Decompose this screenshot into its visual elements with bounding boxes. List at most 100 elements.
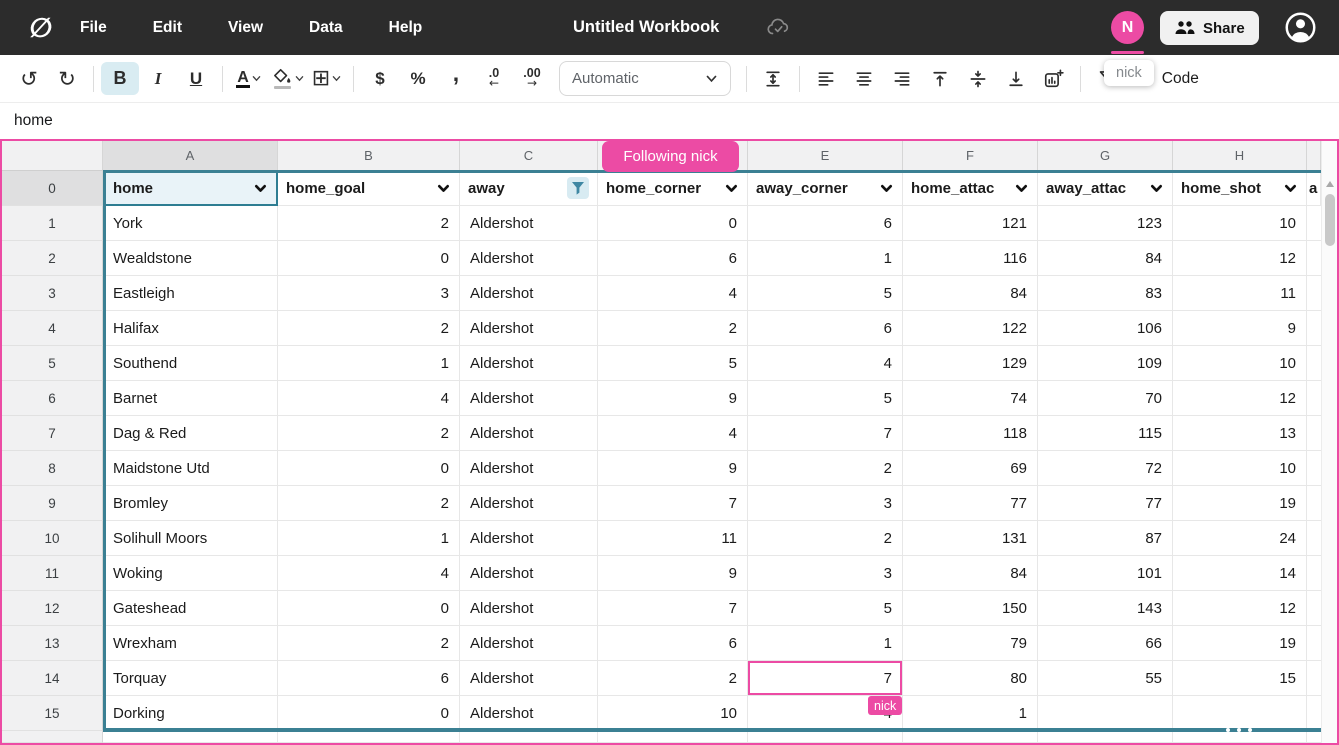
valign-middle-button[interactable] (959, 62, 997, 95)
cell[interactable]: 106 (1038, 311, 1173, 346)
cell[interactable]: 12 (1173, 241, 1307, 276)
cell[interactable]: 6 (278, 661, 460, 696)
column-header-G[interactable]: G (1038, 141, 1173, 171)
column-header-B[interactable]: B (278, 141, 460, 171)
cell[interactable] (460, 731, 598, 743)
row-header-10[interactable]: 10 (2, 521, 103, 556)
cell[interactable]: Aldershot (460, 241, 598, 276)
cell[interactable]: 5 (748, 381, 903, 416)
column-header-partial[interactable] (1307, 141, 1321, 171)
cell[interactable]: Wrexham (103, 626, 278, 661)
cell[interactable]: 72 (1038, 451, 1173, 486)
cell[interactable]: York (103, 206, 278, 241)
cell[interactable]: 77 (1038, 486, 1173, 521)
account-icon[interactable] (1284, 11, 1317, 44)
cell[interactable]: 116 (903, 241, 1038, 276)
italic-button[interactable]: I (154, 68, 162, 88)
row-header-3[interactable]: 3 (2, 276, 103, 311)
cell[interactable]: 1 (903, 696, 1038, 731)
cell[interactable]: 3 (278, 276, 460, 311)
cell[interactable]: 55 (1038, 661, 1173, 696)
header-cell-away_attac[interactable]: away_attac (1038, 171, 1173, 206)
cell[interactable]: Solihull Moors (103, 521, 278, 556)
cell[interactable]: 150 (903, 591, 1038, 626)
cell[interactable]: 79 (903, 626, 1038, 661)
cell[interactable]: Torquay (103, 661, 278, 696)
redo-button[interactable]: ↻ (58, 66, 76, 91)
cell[interactable]: Aldershot (460, 521, 598, 556)
cell[interactable]: 2 (598, 311, 748, 346)
cell[interactable]: 24 (1173, 521, 1307, 556)
cell[interactable]: 9 (598, 556, 748, 591)
row-header-13[interactable]: 13 (2, 626, 103, 661)
cell[interactable] (748, 731, 903, 743)
header-cell-home_shot[interactable]: home_shot (1173, 171, 1307, 206)
selected-cell[interactable]: 7 (748, 661, 903, 696)
cell[interactable]: Bromley (103, 486, 278, 521)
cell[interactable]: 13 (1173, 416, 1307, 451)
cell[interactable]: 109 (1038, 346, 1173, 381)
cell[interactable]: 66 (1038, 626, 1173, 661)
cell[interactable]: Aldershot (460, 486, 598, 521)
header-cell-away_corner[interactable]: away_corner (748, 171, 903, 206)
cell[interactable]: 11 (598, 521, 748, 556)
text-color-button[interactable]: A (230, 62, 268, 95)
cell[interactable]: Aldershot (460, 311, 598, 346)
cell[interactable]: 4 (748, 346, 903, 381)
row-header-partial[interactable] (2, 731, 103, 743)
cell[interactable]: 1 (278, 521, 460, 556)
percent-format-button[interactable]: % (410, 68, 426, 88)
header-cell-partial[interactable]: a (1307, 171, 1321, 206)
cell[interactable]: 9 (598, 451, 748, 486)
row-header-1[interactable]: 1 (2, 206, 103, 241)
menu-view[interactable]: View (227, 18, 264, 36)
row-header-15[interactable]: 15 (2, 696, 103, 731)
cell[interactable]: 2 (748, 451, 903, 486)
bold-button[interactable]: B (101, 62, 139, 95)
header-cell-home_corner[interactable]: home_corner (598, 171, 748, 206)
cell[interactable]: 3 (748, 556, 903, 591)
cell[interactable]: 4 (598, 416, 748, 451)
column-header-A[interactable]: A (103, 141, 278, 171)
row-header-12[interactable]: 12 (2, 591, 103, 626)
cell[interactable]: 129 (903, 346, 1038, 381)
insert-chart-button[interactable] (1035, 62, 1073, 95)
cell[interactable]: 115 (1038, 416, 1173, 451)
collaborator-avatar[interactable]: N (1111, 11, 1144, 44)
cell[interactable]: 6 (748, 311, 903, 346)
menu-help[interactable]: Help (388, 18, 423, 36)
cell[interactable]: 15 (1173, 661, 1307, 696)
column-header-E[interactable]: E (748, 141, 903, 171)
cell[interactable]: 10 (598, 696, 748, 731)
row-header-9[interactable]: 9 (2, 486, 103, 521)
menu-file[interactable]: File (80, 18, 107, 36)
cell[interactable]: 1 (748, 626, 903, 661)
cell[interactable]: Eastleigh (103, 276, 278, 311)
cell[interactable]: 122 (903, 311, 1038, 346)
cell[interactable]: 123 (1038, 206, 1173, 241)
cell[interactable]: Maidstone Utd (103, 451, 278, 486)
cell[interactable]: 70 (1038, 381, 1173, 416)
cell[interactable]: Aldershot (460, 556, 598, 591)
cell[interactable] (598, 731, 748, 743)
thousands-separator-button[interactable]: , (452, 59, 460, 86)
cell[interactable]: 83 (1038, 276, 1173, 311)
scroll-up-arrow-icon[interactable] (1326, 181, 1334, 187)
cell[interactable]: 6 (598, 241, 748, 276)
cell[interactable]: Aldershot (460, 696, 598, 731)
cell[interactable]: Southend (103, 346, 278, 381)
header-cell-away[interactable]: away (460, 171, 598, 206)
cell[interactable]: 7 (748, 416, 903, 451)
cell[interactable]: 12 (1173, 591, 1307, 626)
row-header-7[interactable]: 7 (2, 416, 103, 451)
align-left-button[interactable] (807, 62, 845, 95)
cell[interactable]: Aldershot (460, 626, 598, 661)
cell[interactable]: 0 (278, 696, 460, 731)
cell[interactable]: 77 (903, 486, 1038, 521)
cell[interactable]: 2 (598, 661, 748, 696)
cell[interactable]: Aldershot (460, 206, 598, 241)
borders-button[interactable]: ⊞ (308, 62, 346, 95)
number-format-select[interactable]: Automatic (559, 61, 731, 96)
cell[interactable]: 12 (1173, 381, 1307, 416)
cell[interactable]: 9 (598, 381, 748, 416)
